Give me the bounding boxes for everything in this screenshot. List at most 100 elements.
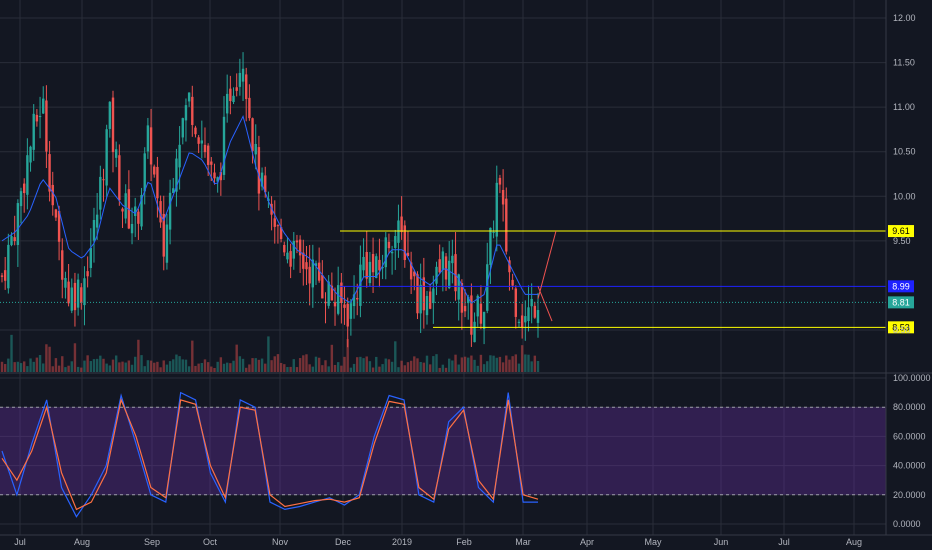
candle-body: [238, 72, 242, 87]
candle-body: [235, 87, 238, 91]
volume-bar: [153, 362, 156, 372]
candle-body: [67, 281, 70, 304]
volume-bar: [264, 363, 267, 372]
candle-body: [165, 224, 169, 263]
price-tag-8.99: [888, 280, 914, 293]
candle-body: [187, 92, 191, 102]
volume-bar: [286, 367, 289, 372]
candle-body: [32, 113, 35, 150]
horizontal-lines[interactable]: 9.61 8.99 8.81 8.53: [0, 225, 914, 334]
y-tick-label: 11.50: [893, 58, 915, 68]
volume-bar: [308, 364, 311, 372]
candle-body: [495, 182, 498, 237]
candle-body: [381, 267, 384, 269]
candle-body: [428, 291, 432, 309]
stoch-y-tick-label: 0.0000: [893, 519, 921, 529]
candle-body: [314, 263, 318, 267]
volume-bar: [356, 357, 359, 372]
volume-bar: [162, 360, 165, 372]
candle-body: [229, 88, 232, 102]
volume-bar: [16, 361, 20, 372]
volume-bar: [168, 361, 172, 372]
volume-bar: [508, 359, 511, 372]
volume-bar: [511, 356, 514, 372]
volume-bar: [409, 360, 413, 372]
volume-bar: [501, 362, 505, 372]
volume-bar: [330, 344, 334, 372]
volume-bar: [156, 361, 159, 372]
candle-body: [327, 281, 330, 306]
volume-bar: [13, 362, 16, 372]
volume-bar: [381, 364, 384, 372]
candle-body: [162, 213, 165, 257]
projection-line[interactable]: [537, 230, 557, 299]
candle-body: [533, 305, 537, 318]
candle-body: [3, 270, 7, 281]
volume-bar: [248, 364, 251, 372]
candle-body: [336, 285, 340, 314]
volume-bar: [257, 359, 261, 372]
volume-bar: [67, 365, 70, 372]
volume-bar: [438, 367, 441, 372]
volume-bar: [254, 358, 257, 372]
volume-bar: [137, 339, 140, 372]
candle-body: [375, 256, 378, 278]
candle-body: [19, 191, 23, 207]
volume-bar: [514, 354, 517, 372]
moving-average: [1, 114, 538, 304]
volume-bar: [99, 355, 102, 372]
volume-bar: [482, 364, 486, 372]
price-tag-8.53: [888, 321, 914, 334]
volume-bar: [336, 362, 340, 372]
candle-body: [80, 287, 83, 303]
volume-bar: [70, 361, 73, 372]
candle-body: [298, 239, 302, 256]
volume-bar: [305, 354, 308, 372]
volume-bar: [460, 357, 464, 372]
candle-body: [422, 277, 426, 311]
candle-body: [400, 216, 403, 233]
candle-body: [216, 177, 219, 182]
x-tick-label: Dec: [335, 537, 352, 547]
candle-body: [254, 143, 257, 155]
candle-body: [413, 271, 416, 277]
volume-bar: [533, 355, 537, 372]
volume-bar: [114, 355, 118, 372]
projection-line-down[interactable]: [537, 286, 553, 322]
volume-bar: [321, 365, 324, 372]
volume-bar: [463, 356, 467, 372]
volume-bar: [92, 359, 96, 372]
volume-bar: [346, 339, 349, 372]
candle-body: [321, 275, 324, 299]
volume-bar: [83, 360, 86, 372]
candle-body: [390, 251, 394, 254]
volume-bar: [416, 358, 419, 372]
candle-body: [51, 184, 54, 206]
candle-body: [482, 311, 486, 329]
candle-body: [286, 252, 289, 260]
volume-bar: [232, 360, 235, 372]
candle-body: [248, 97, 251, 119]
stoch-y-tick-label: 60.0000: [893, 431, 926, 441]
volume-bar: [61, 356, 64, 372]
candle-body: [70, 287, 73, 311]
candle-body: [225, 93, 229, 114]
volume-bar: [536, 361, 540, 372]
volume-bar: [95, 358, 99, 372]
volume-bar: [283, 364, 286, 372]
volume-bar: [42, 363, 45, 372]
x-tick-label: Aug: [846, 537, 862, 547]
volume-bar: [213, 367, 216, 372]
volume-bar: [425, 355, 429, 372]
candle-body: [184, 105, 188, 121]
candle-body: [108, 101, 112, 129]
volume-bar: [302, 355, 305, 372]
candle-body: [438, 259, 441, 273]
y-tick-label: 9.50: [893, 236, 911, 246]
candle-body: [330, 285, 334, 301]
candle-body: [387, 241, 391, 249]
volume-bar: [245, 367, 248, 372]
candle-body: [26, 155, 29, 195]
volume-bar: [289, 366, 292, 372]
